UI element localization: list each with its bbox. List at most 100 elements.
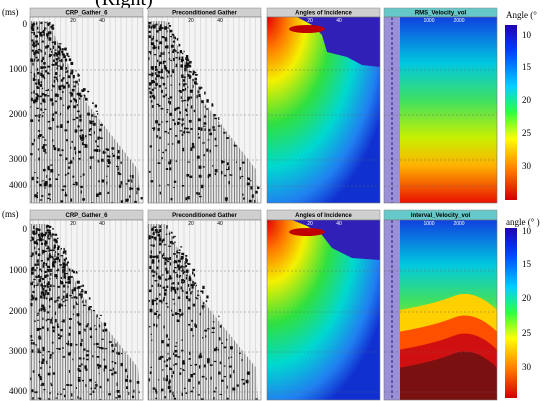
wiggle [71, 393, 72, 396]
wiggle [35, 82, 37, 84]
wiggle [206, 149, 208, 152]
wiggle [70, 73, 73, 75]
wiggle [168, 386, 171, 389]
wiggle [56, 348, 58, 349]
wiggle [48, 351, 50, 352]
wiggle [78, 377, 81, 379]
wiggle [50, 273, 51, 276]
wiggle [163, 326, 164, 329]
wiggle [172, 299, 174, 300]
wiggle [74, 287, 76, 290]
wiggle [90, 166, 91, 169]
wiggle [44, 296, 46, 299]
y-unit: (ms) [2, 209, 19, 219]
wiggle [199, 94, 201, 97]
wiggle [68, 281, 71, 284]
wiggle [69, 295, 71, 296]
wiggle [220, 362, 222, 365]
wiggle [73, 81, 74, 83]
wiggle [183, 123, 184, 125]
wiggle [178, 356, 181, 358]
wiggle [168, 246, 171, 247]
wiggle [55, 62, 58, 65]
wiggle [155, 398, 157, 399]
wiggle [105, 329, 107, 332]
wiggle [42, 146, 45, 149]
wiggle [57, 300, 59, 302]
wiggle [37, 313, 39, 315]
wiggle [41, 180, 44, 181]
wiggle [121, 363, 123, 366]
wiggle [198, 290, 199, 292]
panel-title: CRP_Gather_6 [65, 11, 108, 17]
wiggle [38, 229, 40, 231]
wiggle [179, 57, 181, 60]
wiggle [228, 357, 229, 359]
wiggle [179, 309, 181, 312]
wiggle [58, 296, 59, 299]
wiggle [151, 270, 154, 273]
wiggle [215, 387, 216, 389]
wiggle [193, 304, 196, 307]
wiggle [158, 260, 160, 263]
wiggle [48, 121, 51, 122]
wiggle [34, 321, 36, 322]
wiggle [111, 147, 114, 149]
wiggle [165, 279, 168, 281]
wiggle [44, 139, 46, 140]
wiggle [53, 372, 55, 374]
colorbar-tick: 15 [522, 62, 532, 72]
wiggle [167, 184, 170, 185]
wiggle [50, 319, 52, 322]
wiggle [226, 169, 228, 170]
wiggle [65, 158, 67, 160]
wiggle [58, 56, 59, 59]
wiggle [223, 376, 225, 377]
wiggle [47, 95, 49, 96]
wiggle [76, 271, 77, 273]
wiggle [49, 179, 50, 181]
wiggle [41, 195, 43, 197]
wiggle [198, 127, 200, 130]
wiggle [42, 358, 44, 361]
wiggle [185, 88, 186, 90]
wiggle [200, 128, 202, 131]
wiggle [155, 230, 157, 233]
wiggle [169, 257, 171, 260]
wiggle [58, 305, 61, 308]
wiggle [43, 264, 45, 267]
wiggle [49, 267, 50, 268]
wiggle [247, 371, 250, 374]
wiggle [202, 376, 205, 378]
wiggle [38, 283, 39, 286]
wiggle [168, 144, 170, 145]
wiggle [159, 55, 161, 57]
wiggle [101, 179, 104, 182]
y-tick-label: 2000 [9, 109, 28, 119]
wiggle [173, 236, 175, 237]
colorbar-tick: 20 [522, 293, 532, 303]
wiggle [56, 59, 57, 60]
wiggle [61, 255, 64, 256]
wiggle [58, 337, 61, 339]
wiggle [79, 365, 82, 367]
wiggle [77, 104, 78, 106]
wiggle [47, 237, 48, 238]
wiggle [240, 176, 241, 179]
wiggle [48, 250, 49, 252]
wiggle [55, 72, 57, 75]
wiggle [75, 151, 76, 154]
wiggle [195, 74, 198, 76]
wiggle [40, 367, 41, 369]
wiggle [42, 115, 44, 117]
wiggle [163, 61, 166, 63]
wiggle [165, 149, 167, 151]
wiggle [155, 237, 157, 240]
wiggle [154, 226, 156, 228]
wiggle [45, 52, 46, 55]
wiggle [151, 26, 152, 29]
wiggle [99, 325, 100, 328]
panel-title: RMS_Velocity_vol [415, 11, 467, 17]
wiggle [185, 261, 186, 264]
wiggle [61, 248, 62, 250]
